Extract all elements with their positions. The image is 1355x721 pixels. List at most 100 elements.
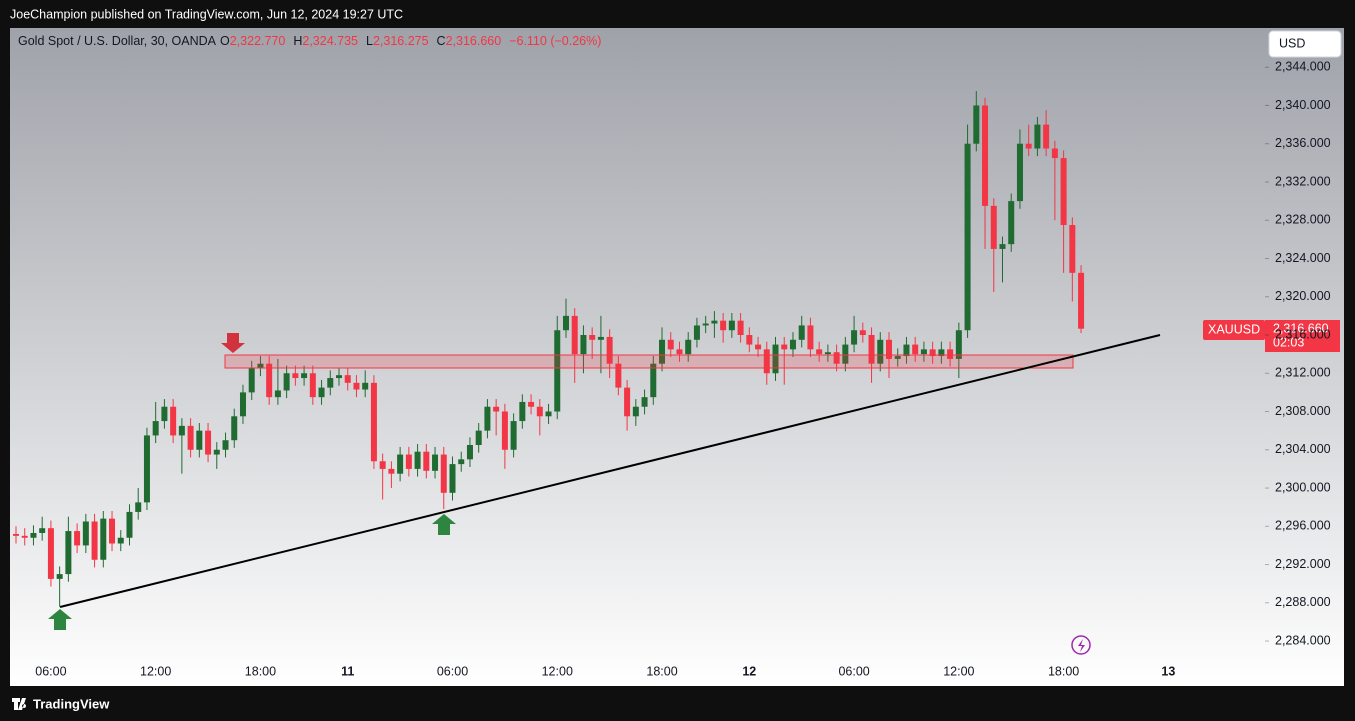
- candle-body: [449, 464, 456, 493]
- candle-body: [702, 323, 709, 326]
- x-tick-label: 18:00: [1048, 664, 1079, 678]
- currency-button[interactable]: [1268, 30, 1342, 58]
- up-arrow: [432, 514, 456, 535]
- candle-body: [65, 531, 72, 575]
- candle-body: [833, 352, 840, 364]
- candle-body: [615, 363, 622, 388]
- candle-body: [370, 382, 377, 462]
- candle-body: [955, 330, 962, 359]
- ohlc-key: C: [437, 34, 446, 48]
- symbol-label-box: [1203, 320, 1265, 340]
- candle-body: [877, 339, 884, 364]
- candle-body: [47, 528, 54, 579]
- candle-body: [213, 449, 220, 455]
- y-tick-label: 2,296.000: [1275, 519, 1331, 533]
- candle-body: [458, 459, 465, 465]
- candle-body: [1069, 225, 1076, 273]
- candle-body: [964, 143, 971, 331]
- candle-body: [143, 435, 150, 503]
- candle-body: [379, 461, 386, 469]
- candle-body: [327, 378, 334, 388]
- candle-body: [693, 325, 700, 340]
- symbol-title: Gold Spot / U.S. Dollar, 30, OANDA: [18, 34, 217, 48]
- candle-body: [597, 336, 604, 340]
- x-tick-label: 06:00: [437, 664, 468, 678]
- candle-body: [676, 349, 683, 355]
- y-tick-label: 2,320.000: [1275, 289, 1331, 303]
- x-tick-label: 13: [1161, 664, 1175, 678]
- candle-body: [423, 451, 430, 471]
- candle-body: [432, 454, 439, 471]
- candle-body: [842, 344, 849, 364]
- candle-body: [807, 325, 814, 350]
- candle-body: [667, 339, 674, 350]
- candle-body: [178, 425, 185, 436]
- ohlc-value: 2,316.275: [373, 34, 429, 48]
- candle-body: [886, 339, 892, 359]
- symbol-label: XAUUSD: [1208, 322, 1260, 336]
- candle-body: [283, 373, 290, 391]
- candle-body: [117, 537, 124, 544]
- candle-body: [641, 397, 648, 407]
- candle-body: [152, 421, 159, 436]
- candle-body: [528, 401, 535, 407]
- y-tick-label: 2,336.000: [1275, 136, 1331, 150]
- candle-body: [816, 349, 823, 355]
- candle-body: [388, 468, 395, 474]
- up-arrow: [48, 609, 72, 630]
- candle-body: [1043, 124, 1050, 149]
- y-tick-label: 2,344.000: [1275, 60, 1331, 74]
- y-tick-label: 2,300.000: [1275, 480, 1331, 494]
- candle-body: [545, 411, 552, 417]
- candle-body: [746, 335, 753, 345]
- candle-body: [405, 454, 412, 469]
- candle-body: [239, 392, 246, 417]
- candle-body: [30, 532, 37, 538]
- candle-body: [772, 344, 779, 374]
- x-tick-label: 18:00: [245, 664, 276, 678]
- candle-body: [56, 574, 63, 579]
- trend-line: [59, 334, 1161, 608]
- candle-body: [624, 387, 631, 417]
- candle-body: [170, 406, 177, 436]
- candle-body: [781, 344, 788, 350]
- candle-body: [728, 320, 735, 331]
- ohlc-key: O: [220, 34, 230, 48]
- ohlc-key: L: [366, 34, 373, 48]
- candle-body: [301, 373, 308, 379]
- candle-body: [493, 406, 500, 412]
- candle-body: [947, 349, 954, 359]
- candle-body: [789, 339, 796, 350]
- footer-logo: TradingView: [33, 696, 110, 711]
- y-tick-label: 2,284.000: [1275, 633, 1331, 647]
- candle-body: [1034, 124, 1041, 149]
- candle-body: [274, 390, 281, 398]
- candle-body: [685, 339, 692, 355]
- price-label: 2,316.660: [1273, 321, 1329, 335]
- y-tick-label: 2,328.000: [1275, 213, 1331, 227]
- y-tick-label: 2,324.000: [1275, 251, 1331, 265]
- alert-icon[interactable]: [1071, 635, 1091, 655]
- candle-body: [868, 335, 875, 364]
- candle-body: [74, 531, 81, 546]
- candle-body: [21, 535, 28, 538]
- candle-body: [903, 344, 910, 357]
- x-tick-label: 11: [341, 664, 354, 678]
- candle-body: [720, 320, 727, 331]
- candle-body: [100, 518, 107, 560]
- candle-body: [973, 105, 980, 144]
- y-tick-label: 2,340.000: [1275, 98, 1331, 112]
- candle-body: [990, 205, 997, 249]
- candle-body: [589, 335, 596, 340]
- candle-body: [1016, 143, 1023, 202]
- candle-body: [562, 315, 569, 331]
- y-tick-label: 2,332.000: [1275, 174, 1331, 188]
- countdown: 02:03: [1273, 335, 1304, 349]
- candle-body: [161, 406, 168, 422]
- y-tick-label: 2,288.000: [1275, 595, 1331, 609]
- candle-body: [851, 330, 858, 345]
- candle-body: [39, 528, 46, 533]
- candle-body: [519, 401, 526, 422]
- candle-body: [257, 363, 264, 369]
- alert-bolt: [1078, 639, 1085, 652]
